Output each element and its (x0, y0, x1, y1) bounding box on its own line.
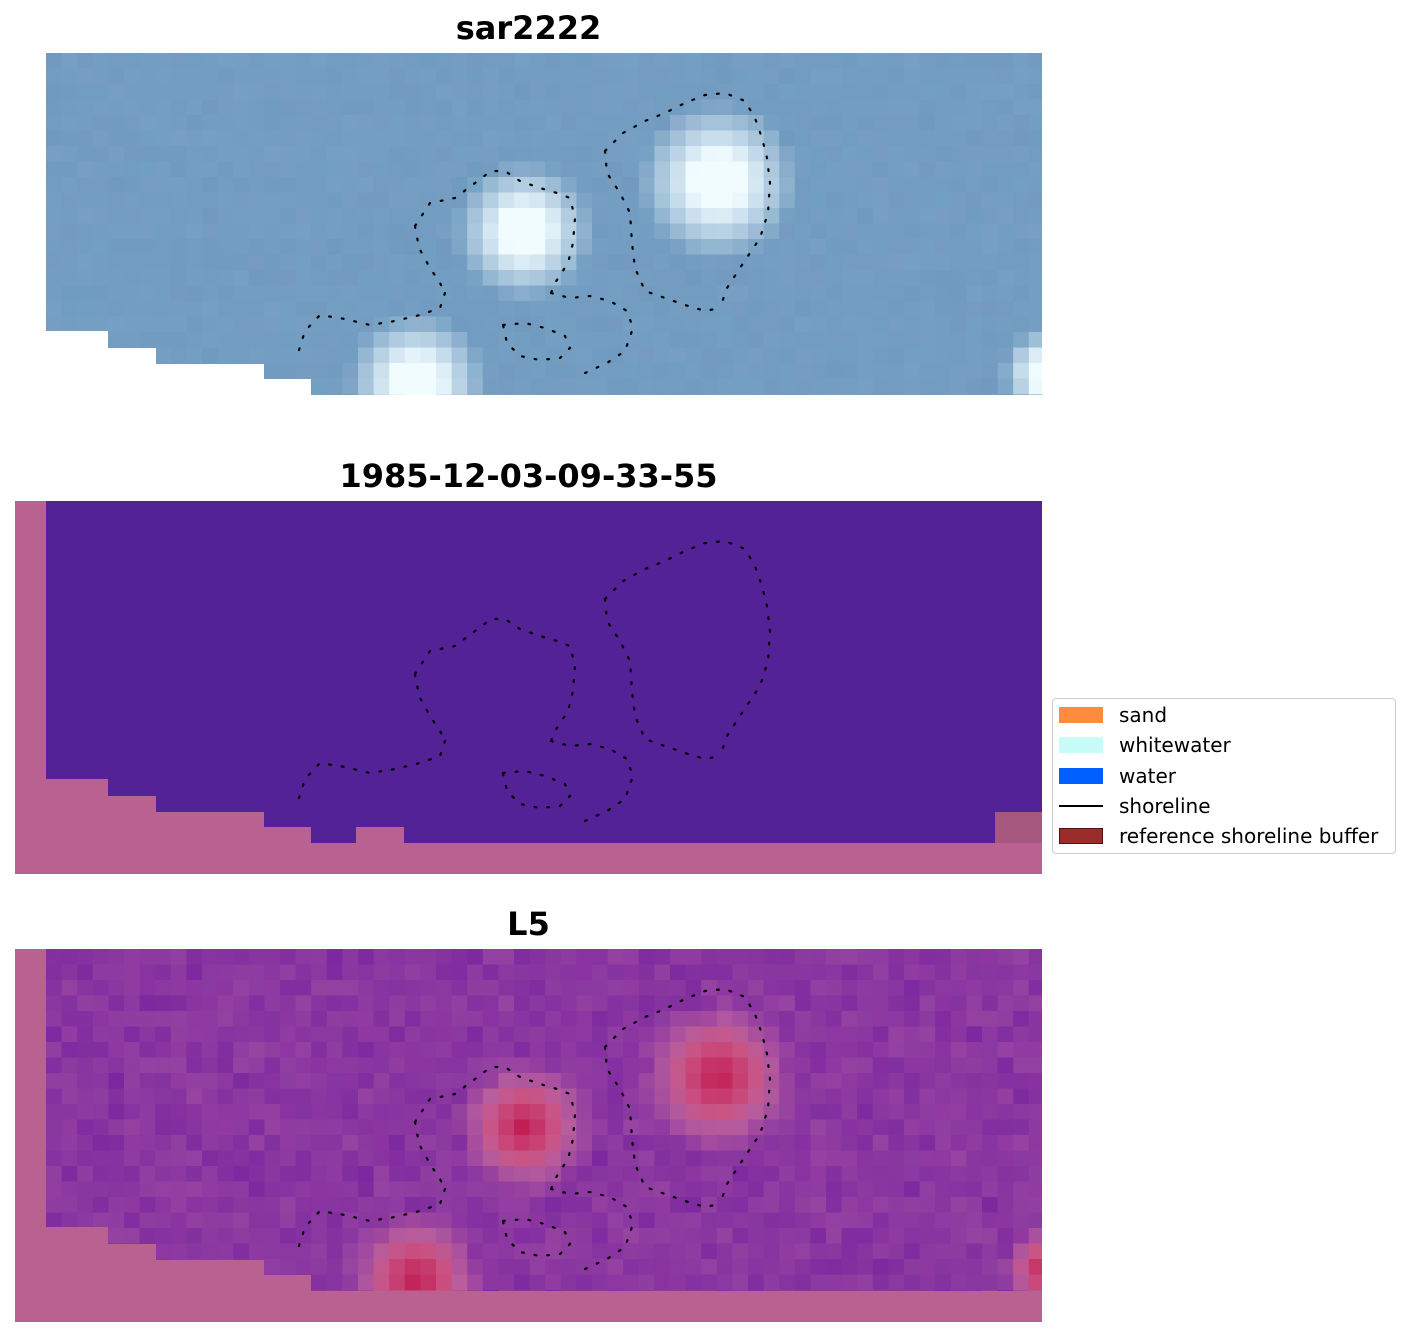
legend-item-reference-buffer: reference shoreline buffer (1059, 824, 1378, 848)
l5-mask-step-0 (46, 1227, 108, 1291)
l5-shorelines (295, 987, 772, 1271)
shoreline-segment-6 (501, 769, 572, 810)
panel-title-sar: sar2222 (455, 9, 602, 47)
l5-image-panel (15, 949, 1042, 1322)
sar-image (46, 53, 1042, 395)
shoreline-segment-3 (603, 1045, 722, 1209)
class-mask-step-1 (108, 796, 156, 843)
shoreline-segment-5 (295, 1187, 447, 1256)
panel-title-l5: L5 (507, 905, 550, 943)
class-mask-step-3 (264, 827, 311, 843)
shoreline-segment-5 (295, 739, 447, 808)
shoreline-segment-4 (549, 291, 635, 375)
shoreline-line-swatch (1059, 805, 1103, 807)
legend-item-sand: sand (1059, 703, 1167, 727)
shoreline-segment-1 (413, 224, 447, 295)
l5-mask-steps (15, 1227, 1042, 1322)
shoreline-segment-2 (603, 539, 772, 758)
sar-mask-1 (108, 348, 156, 395)
shoreline-segment-1 (413, 672, 447, 743)
classified-mask-steps (46, 779, 1042, 843)
shoreline-segment-1 (413, 1120, 447, 1191)
class-mask-step-2 (156, 812, 264, 843)
legend-item-water: water (1059, 764, 1176, 788)
sar-mask-2 (156, 364, 264, 395)
legend: sand whitewater water shoreline referenc… (1052, 698, 1396, 854)
sar-image-panel (46, 53, 1042, 395)
shoreline-segment-0 (413, 169, 577, 295)
shoreline-segment-4 (549, 739, 635, 823)
sar-mask-3 (264, 379, 311, 395)
shoreline-segment-0 (413, 617, 577, 743)
classified-shorelines (295, 539, 772, 823)
reference-buffer-swatch (1059, 828, 1103, 844)
sar-mask-0 (46, 331, 108, 395)
shoreline-segment-3 (603, 149, 722, 313)
shoreline-segment-6 (501, 321, 572, 362)
l5-mask-step-2 (156, 1260, 264, 1291)
panel-title-date: 1985-12-03-09-33-55 (339, 457, 718, 495)
classified-water-area (46, 501, 1042, 843)
whitewater-swatch (1059, 737, 1103, 753)
sand-swatch (1059, 707, 1103, 723)
class-mask-step-0 (46, 779, 108, 843)
l5-mask-step-3 (264, 1275, 311, 1291)
class-mask-step-4 (356, 827, 404, 843)
shoreline-segment-2 (603, 91, 772, 310)
shoreline-segment-6 (501, 1217, 572, 1258)
sar-mask (46, 331, 311, 395)
shoreline-segment-0 (413, 1065, 577, 1191)
shoreline-segment-2 (603, 987, 772, 1206)
shoreline-segment-4 (549, 1187, 635, 1271)
l5-bottom-band (15, 1291, 1042, 1322)
classified-image-panel (15, 501, 1042, 874)
l5-mask-step-1 (108, 1244, 156, 1291)
shoreline-segment-5 (295, 291, 447, 360)
shoreline-segment-3 (603, 597, 722, 761)
l5-image (46, 949, 1042, 1307)
sar-shorelines (295, 91, 772, 375)
legend-item-shoreline: shoreline (1059, 794, 1211, 818)
legend-item-whitewater: whitewater (1059, 733, 1231, 757)
class-corner-patch (995, 812, 1042, 843)
water-swatch (1059, 768, 1103, 784)
